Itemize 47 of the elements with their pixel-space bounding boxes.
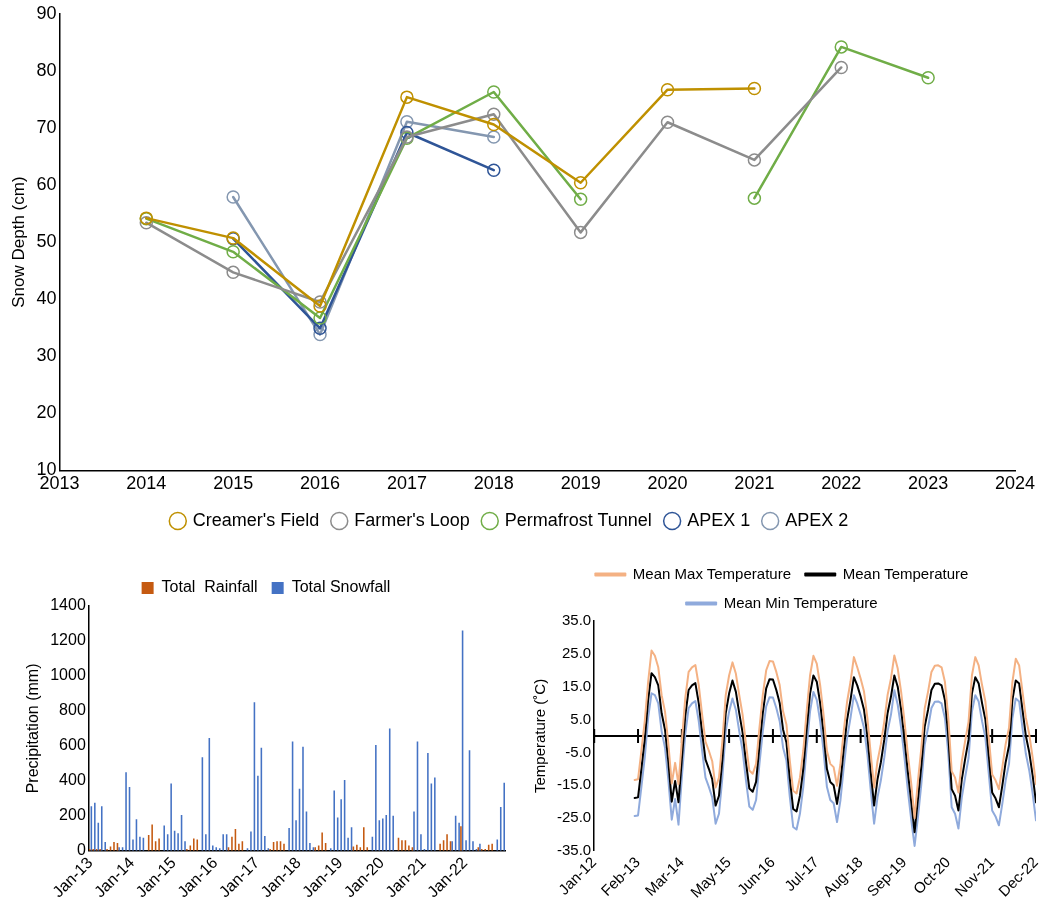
y-tick-label: 35.0 bbox=[561, 611, 592, 629]
y-tick-label: -5.0 bbox=[565, 742, 592, 760]
y-tick-label: 40 bbox=[36, 288, 57, 309]
legend-label: Creamer's Field bbox=[192, 509, 320, 530]
y-axis-title: Precipitation (mm) bbox=[24, 663, 42, 794]
x-tick-label: 2021 bbox=[734, 473, 775, 494]
x-tick-label: 2023 bbox=[908, 473, 949, 494]
legend-label: Total Rainfall bbox=[161, 578, 258, 596]
y-tick-label: 200 bbox=[59, 806, 86, 824]
y-tick-label: 1000 bbox=[50, 666, 86, 684]
x-tick-label: 2019 bbox=[560, 473, 601, 494]
y-tick-label: 90 bbox=[36, 2, 57, 23]
x-tick-label: 2017 bbox=[386, 473, 427, 494]
y-tick-label: 30 bbox=[36, 345, 57, 366]
legend-label: Mean Min Temperature bbox=[723, 593, 878, 611]
y-tick-label: 15.0 bbox=[561, 676, 592, 694]
legend-label: Total Snowfall bbox=[291, 578, 391, 596]
legend-label: Mean Max Temperature bbox=[632, 564, 791, 582]
x-tick-label: 2018 bbox=[473, 473, 514, 494]
legend-label: Permafrost Tunnel bbox=[504, 509, 652, 530]
x-tick-label: 2024 bbox=[994, 473, 1036, 494]
legend-label: APEX 1 bbox=[687, 509, 751, 530]
x-tick-label: 2022 bbox=[821, 473, 862, 494]
y-tick-label: -25.0 bbox=[556, 808, 592, 826]
y-tick-label: 80 bbox=[36, 59, 57, 80]
x-tick-label: 2016 bbox=[300, 473, 341, 494]
x-tick-label: 2014 bbox=[126, 473, 167, 494]
legend-label: APEX 2 bbox=[785, 509, 849, 530]
y-tick-label: 1400 bbox=[50, 596, 86, 614]
y-tick-label: 60 bbox=[36, 173, 57, 194]
legend-label: Mean Temperature bbox=[842, 564, 969, 582]
y-tick-label: 0 bbox=[76, 841, 86, 859]
y-tick-label: 400 bbox=[59, 771, 86, 789]
y-tick-label: 20 bbox=[36, 402, 57, 423]
y-tick-label: 5.0 bbox=[570, 709, 592, 727]
legend-label: Farmer's Loop bbox=[354, 509, 470, 530]
y-tick-label: 600 bbox=[59, 736, 86, 754]
y-tick-label: 70 bbox=[36, 116, 57, 137]
y-tick-label: 25.0 bbox=[561, 643, 592, 661]
y-tick-label: 1200 bbox=[50, 631, 86, 649]
x-tick-label: 2020 bbox=[647, 473, 688, 494]
y-tick-label: -15.0 bbox=[556, 775, 592, 793]
y-tick-label: 800 bbox=[59, 701, 86, 719]
y-tick-label: 50 bbox=[36, 231, 57, 252]
x-tick-label: 2015 bbox=[213, 473, 254, 494]
y-axis-title: Temperature (˚C) bbox=[531, 678, 549, 794]
y-axis-title: Snow Depth (cm) bbox=[8, 176, 28, 308]
